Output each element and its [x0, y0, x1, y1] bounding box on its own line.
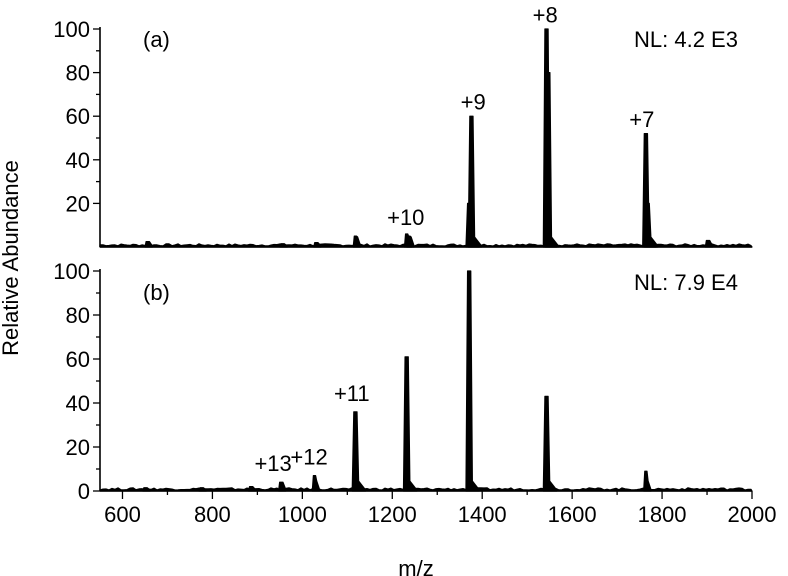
x-tick-label: 2000: [728, 502, 777, 527]
y-tick-label: 100: [53, 259, 90, 284]
spectrum-peak: [311, 475, 321, 492]
y-tick-label: 80: [66, 61, 90, 86]
panel-b: 0 20 40 60 80 100 (b) NL: 7.9 E4 +13+12 +11: [53, 259, 753, 504]
spectrum-peak: [406, 235, 415, 248]
charge-state-label: +11: [334, 381, 370, 406]
spectrum-peak: [467, 115, 483, 248]
y-tick-label: 40: [66, 391, 90, 416]
spectrum-peak: [352, 235, 362, 248]
spectrum-peak: [643, 202, 659, 248]
spectrum-peak: [465, 270, 480, 492]
charge-state-label: +9: [461, 90, 486, 115]
x-tick-label: 1000: [278, 502, 327, 527]
y-tick-label: 60: [66, 104, 90, 129]
y-tick-label: 60: [66, 347, 90, 372]
charge-state-label: +12: [290, 445, 327, 470]
panel-a-spectrum: [99, 28, 753, 248]
x-tick-label: 1800: [638, 502, 687, 527]
charge-state-label: +10: [387, 205, 424, 230]
panel-b-spectrum: [99, 270, 753, 492]
x-tick-label: 1200: [368, 502, 417, 527]
panel-a-y-axis: 20 40 60 80 100: [53, 17, 101, 247]
panel-a: 20 40 60 80 100 (a) NL: 4.2 E3 +10 +9 +8 +7: [53, 2, 753, 248]
spectrum-peak: [351, 411, 367, 492]
y-tick-label: 20: [66, 191, 90, 216]
panel-b-label: (b): [143, 280, 170, 305]
panel-a-annotations: +10 +9 +8 +7: [387, 2, 654, 230]
y-tick-label: 100: [53, 17, 90, 42]
y-tick-label: 40: [66, 148, 90, 173]
x-axis: 600 800 1000 1200 1400 1600 1800 2000: [100, 246, 777, 527]
x-tick-label: 800: [194, 502, 231, 527]
charge-state-label: +13: [254, 451, 291, 476]
spectrum-peak: [402, 356, 418, 492]
x-tick-label: 600: [104, 502, 141, 527]
x-tick-label: 1600: [548, 502, 597, 527]
charge-state-label: +8: [533, 2, 558, 27]
panel-a-normalization: NL: 4.2 E3: [634, 27, 738, 52]
x-axis-label: m/z: [398, 556, 433, 576]
spectrum-peak: [643, 470, 652, 492]
y-tick-label: 20: [66, 435, 90, 460]
y-axis-label: Relative Abundance: [0, 160, 23, 356]
spectrum-peak: [704, 239, 714, 248]
spectrum-peak: [144, 240, 154, 248]
panel-a-label: (a): [143, 27, 170, 52]
spectrum-peak: [277, 481, 287, 492]
panel-b-normalization: NL: 7.9 E4: [634, 270, 738, 295]
x-tick-label: 1400: [458, 502, 507, 527]
spectrum-peak: [544, 72, 560, 248]
charge-state-label: +7: [629, 107, 654, 132]
panel-b-annotations: +13+12 +11: [254, 381, 369, 476]
spectrum-peak: [542, 395, 558, 492]
y-tick-label: 80: [66, 303, 90, 328]
y-tick-label: 0: [78, 479, 90, 504]
panel-b-y-axis: 0 20 40 60 80 100: [53, 259, 101, 504]
